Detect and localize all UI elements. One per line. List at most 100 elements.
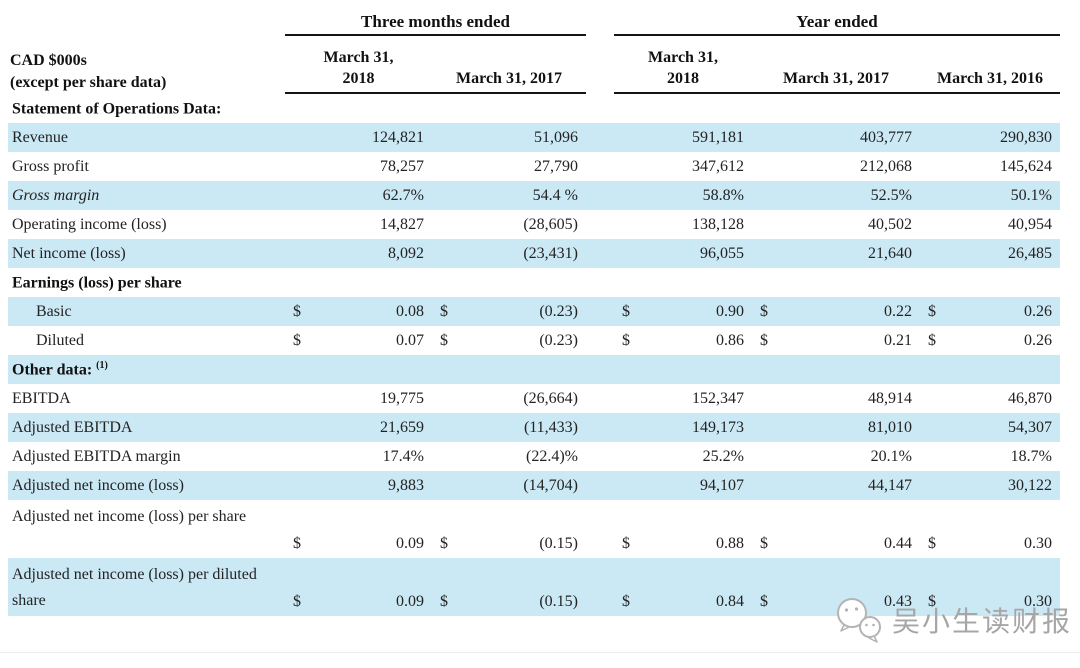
value-cell: (14,704) — [432, 477, 586, 495]
value-cell: $0.43 — [752, 558, 920, 616]
amount: (23,431) — [523, 244, 578, 262]
table-row-adjusted-nil-per-diluted-share: Adjusted net income (loss) per diluted s… — [8, 558, 1060, 616]
value-cell: $0.90 — [614, 303, 752, 321]
amount: (22.4)% — [526, 447, 578, 465]
value-cell: 54,307 — [920, 419, 1060, 437]
currency-sign: $ — [440, 593, 448, 610]
amount: 62.7% — [382, 186, 424, 204]
currency-sign: $ — [293, 302, 301, 320]
currency-sign: $ — [622, 331, 630, 349]
value-cell: $0.09 — [285, 500, 432, 558]
currency-sign: $ — [293, 593, 301, 610]
row-label: Gross margin — [12, 186, 100, 204]
value-cell: 347,612 — [614, 158, 752, 176]
date-line: 2018 — [342, 70, 375, 87]
amount: 19,775 — [380, 389, 424, 407]
date-line: March 31, 2017 — [783, 70, 889, 87]
value-cell: (28,605) — [432, 216, 586, 234]
table-row-net-income: Net income (loss) 8,092 (23,431) 96,055 … — [8, 239, 1060, 268]
value-cell: 94,107 — [614, 477, 752, 495]
amount: 0.88 — [716, 535, 744, 552]
date-line: 2018 — [667, 70, 699, 87]
row-label: Adjusted EBITDA — [12, 418, 133, 436]
currency-sign: $ — [928, 302, 936, 320]
date-line: March 31, — [323, 49, 394, 66]
value-cell: 78,257 — [285, 158, 432, 176]
currency-sign: $ — [928, 593, 936, 610]
amount: (0.15) — [539, 535, 578, 552]
table-row-gross-margin: Gross margin 62.7% 54.4 % 58.8% 52.5% 50… — [8, 181, 1060, 210]
amount: 58.8% — [702, 186, 744, 204]
section-row-eps: Earnings (loss) per share — [8, 268, 1060, 297]
amount: 0.30 — [1024, 593, 1052, 610]
value-cell: 40,954 — [920, 216, 1060, 234]
value-cell: 50.1% — [920, 187, 1060, 205]
value-cell: 8,092 — [285, 245, 432, 263]
amount: 51,096 — [534, 128, 578, 146]
col-header-fy-2017: March 31, 2017 — [752, 36, 920, 94]
value-cell: 20.1% — [752, 448, 920, 466]
amount: 0.44 — [884, 535, 912, 552]
amount: (28,605) — [523, 215, 578, 233]
amount: 0.84 — [716, 593, 744, 610]
value-cell: $0.88 — [614, 500, 752, 558]
date-line: March 31, — [648, 49, 718, 66]
value-cell: $ (0.23) — [432, 332, 586, 350]
currency-sign: $ — [760, 535, 768, 552]
value-cell: 27,790 — [432, 158, 586, 176]
header-spacer — [8, 8, 285, 36]
amount: 9,883 — [388, 476, 424, 494]
currency-sign: $ — [622, 535, 630, 552]
amount: 0.21 — [884, 331, 912, 349]
value-cell: $0.09 — [285, 558, 432, 616]
watermark: 吴小生读财报 — [832, 596, 1072, 644]
amount: (0.23) — [539, 302, 578, 320]
header-gap — [586, 36, 614, 94]
value-cell: $0.30 — [920, 558, 1060, 616]
col-header-fy-2018: March 31, 2018 — [614, 36, 752, 94]
unit-label: CAD $000s (except per share data) — [8, 36, 285, 94]
amount: 46,870 — [1008, 389, 1052, 407]
row-label: Operating income (loss) — [12, 215, 167, 233]
table-row-adjusted-ebitda: Adjusted EBITDA 21,659 (11,433) 149,173 … — [8, 413, 1060, 442]
amount: 50.1% — [1010, 186, 1052, 204]
amount: 48,914 — [868, 389, 912, 407]
value-cell: 152,347 — [614, 390, 752, 408]
value-cell: 145,624 — [920, 158, 1060, 176]
value-cell: 21,659 — [285, 419, 432, 437]
value-cell: $0.26 — [920, 303, 1060, 321]
value-cell: (26,664) — [432, 390, 586, 408]
amount: 149,173 — [692, 418, 744, 436]
amount: 0.43 — [884, 593, 912, 610]
date-line: March 31, 2016 — [937, 70, 1043, 87]
amount: 138,128 — [692, 215, 744, 233]
value-cell: 40,502 — [752, 216, 920, 234]
value-cell: 212,068 — [752, 158, 920, 176]
value-cell: $0.26 — [920, 332, 1060, 350]
amount: 290,830 — [1000, 128, 1052, 146]
amount: 591,181 — [692, 128, 744, 146]
unit-label-line1: CAD $000s — [10, 52, 87, 69]
section-label-text: Statement of Operations Data: — [12, 100, 222, 118]
date-line: March 31, 2017 — [456, 70, 562, 87]
section-label: Other data: (1) — [8, 360, 1060, 379]
amount: 81,010 — [868, 418, 912, 436]
value-cell: 290,830 — [920, 129, 1060, 147]
row-label: Net income (loss) — [12, 244, 126, 262]
currency-sign: $ — [440, 535, 448, 552]
amount: 0.26 — [1024, 302, 1052, 320]
section-row-statement-of-operations: Statement of Operations Data: — [8, 94, 1060, 123]
value-cell: 403,777 — [752, 129, 920, 147]
amount: 20.1% — [870, 447, 912, 465]
table-row-adjusted-ebitda-margin: Adjusted EBITDA margin 17.4% (22.4)% 25.… — [8, 442, 1060, 471]
table-header-groups: Three months ended Year ended — [8, 8, 1060, 36]
section-label-text: Earnings (loss) per share — [12, 274, 182, 292]
amount: 54,307 — [1008, 418, 1052, 436]
table-header-columns: CAD $000s (except per share data) March … — [8, 36, 1060, 94]
amount: 403,777 — [860, 128, 912, 146]
row-label: Adjusted EBITDA margin — [12, 447, 181, 465]
value-cell: 46,870 — [920, 390, 1060, 408]
value-cell: (23,431) — [432, 245, 586, 263]
amount: 54.4 % — [532, 186, 578, 204]
